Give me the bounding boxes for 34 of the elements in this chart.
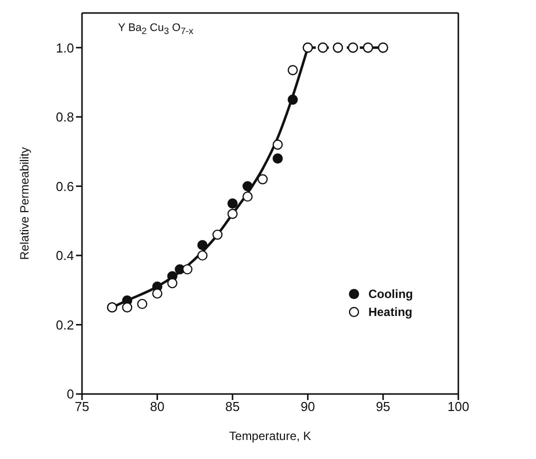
x-tick-label: 100 xyxy=(447,399,470,414)
point xyxy=(227,198,238,209)
y-tick-label: 0.2 xyxy=(56,317,74,332)
y-axis-title: Relative Permeability xyxy=(17,147,32,260)
point xyxy=(272,140,283,150)
point xyxy=(167,278,178,288)
point xyxy=(212,230,223,240)
point xyxy=(242,181,253,192)
point xyxy=(197,240,208,250)
y-tick-label: 0.4 xyxy=(56,248,74,264)
annotation: Y Ba$_{2}$ Cu$_{3}$ O$_{7-x}$ xyxy=(118,22,194,36)
point xyxy=(197,250,208,261)
legend-label: Cooling xyxy=(368,287,413,301)
x-tick-label: 80 xyxy=(150,399,165,414)
point xyxy=(272,153,283,164)
legend-label: Heating xyxy=(368,305,412,319)
point xyxy=(242,191,253,202)
x-tick-label: 85 xyxy=(225,399,240,414)
point xyxy=(122,302,132,313)
x-axis-title: Temperature, K xyxy=(229,429,312,443)
x-tick-label: 75 xyxy=(74,399,90,414)
point xyxy=(288,65,298,76)
y-tick-label: 0 xyxy=(66,386,74,402)
point xyxy=(288,94,298,105)
point xyxy=(227,208,238,219)
point xyxy=(182,264,192,274)
y-tick-label: 0.8 xyxy=(56,110,74,125)
y-tick-label: 1.0 xyxy=(56,40,74,56)
point xyxy=(258,174,268,184)
x-tick-label: 90 xyxy=(300,399,316,414)
y-tick-label: 0.6 xyxy=(56,178,74,194)
x-tick-label: 95 xyxy=(376,399,390,414)
point xyxy=(137,298,148,310)
point xyxy=(152,288,162,299)
